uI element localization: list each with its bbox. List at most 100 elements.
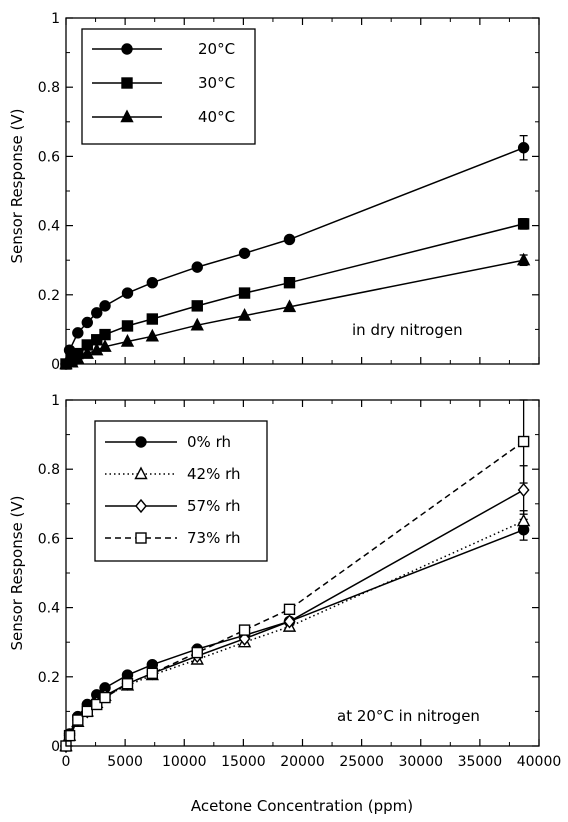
y-tick-label: 0.8 xyxy=(38,462,60,478)
annotation-20c-nitrogen: at 20°C in nitrogen xyxy=(337,707,480,725)
legend-marker-73-rh xyxy=(135,532,147,544)
data-point-20-c xyxy=(146,276,159,289)
legend: 0% rh 42% rh 57% rh 73% rh xyxy=(94,420,268,562)
data-point-30-c xyxy=(121,320,134,332)
series-40-c xyxy=(59,252,531,370)
legend-label: 42% rh xyxy=(187,465,241,483)
data-point-40-c xyxy=(237,308,252,321)
legend-label: 0% rh xyxy=(187,433,231,451)
legend-label: 57% rh xyxy=(187,497,241,515)
legend-label: 20°C xyxy=(198,40,235,58)
y-tick-label: 0.4 xyxy=(38,219,60,235)
y-tick-label: 0 xyxy=(51,357,60,373)
x-tick-label: 20000 xyxy=(280,754,325,770)
x-tick-label: 10000 xyxy=(162,754,207,770)
legend: 20°C 30°C 40°C xyxy=(81,28,256,145)
data-point-40-c xyxy=(145,328,159,342)
legend-marker-0-rh xyxy=(135,436,147,448)
series-line-42-rh xyxy=(65,520,524,747)
x-tick-label: 0 xyxy=(62,754,71,770)
data-point-40-c xyxy=(90,342,104,356)
y-axis-label: Sensor Response (V) xyxy=(8,496,26,651)
x-tick-label: 30000 xyxy=(398,754,443,770)
x-axis-label: Acetone Concentration (ppm) xyxy=(191,797,413,815)
legend-item-40-c: 40°C xyxy=(92,108,235,126)
legend-item-73-rh: 73% rh xyxy=(105,529,241,547)
data-point-30-c xyxy=(191,300,203,312)
y-tick-label: 0.8 xyxy=(38,80,60,96)
panel-dry-nitrogen: Sensor Response (V) in dry nitrogen 0 0.2… xyxy=(8,11,540,373)
y-tick-label: 0.6 xyxy=(38,149,60,165)
data-point-73-rh xyxy=(238,624,251,636)
data-point-57-rh xyxy=(283,614,296,629)
x-tick-label: 25000 xyxy=(339,754,384,770)
y-tick-label: 0.2 xyxy=(38,288,60,304)
x-tick-label: 5000 xyxy=(107,754,143,770)
data-point-20-c xyxy=(99,300,111,312)
data-point-40-c xyxy=(190,317,204,331)
legend-box xyxy=(94,420,268,562)
data-point-40-c xyxy=(80,346,94,359)
axis-ticks: 0 0.2 0.4 0.6 0.8 1 xyxy=(38,11,540,373)
y-tick-label: 0.2 xyxy=(38,670,60,686)
data-point-73-rh xyxy=(191,646,203,659)
data-point-30-c xyxy=(238,287,251,299)
data-point-20-c xyxy=(121,287,134,299)
data-point-73-rh xyxy=(81,705,93,718)
legend-item-42-rh: 42% rh xyxy=(105,465,241,483)
x-tick-label: 40000 xyxy=(517,754,562,770)
y-tick-label: 0.4 xyxy=(38,601,60,617)
data-point-40-c xyxy=(98,339,112,352)
annotation-dry-nitrogen: in dry nitrogen xyxy=(352,321,463,339)
x-tick-label: 15000 xyxy=(221,754,266,770)
data-point-73-rh xyxy=(63,729,76,742)
data-point-20-c xyxy=(238,247,251,259)
data-point-20-c xyxy=(72,327,84,339)
data-point-73-rh xyxy=(283,603,296,616)
legend-marker-42-rh xyxy=(134,466,148,480)
data-point-73-rh xyxy=(91,698,103,711)
y-axis-label: Sensor Response (V) xyxy=(8,109,26,264)
data-point-30-c xyxy=(283,276,296,289)
panel-humidity: Sensor Response (V) Acetone Concentratio… xyxy=(8,393,561,815)
y-tick-label: 0.6 xyxy=(38,531,60,547)
legend-marker-57-rh xyxy=(135,498,147,514)
data-point-30-c xyxy=(146,313,159,325)
legend-item-30-c: 30°C xyxy=(92,74,235,92)
legend-marker-20-c xyxy=(121,43,133,55)
data-point-42-rh xyxy=(516,513,531,527)
legend-box xyxy=(81,28,256,145)
data-point-40-c xyxy=(516,252,531,266)
y-tick-label: 0 xyxy=(51,739,60,755)
data-point-73-rh xyxy=(146,667,159,680)
data-point-20-c xyxy=(91,307,103,319)
legend-marker-30-c xyxy=(121,77,133,89)
legend-marker-40-c xyxy=(120,109,134,123)
data-point-30-c xyxy=(99,328,111,341)
data-point-40-c xyxy=(282,299,297,313)
series-line-30-c xyxy=(65,223,524,365)
plot-marks xyxy=(59,134,531,370)
legend-item-20-c: 20°C xyxy=(92,40,235,58)
data-point-40-c xyxy=(71,351,85,365)
x-tick-label: 35000 xyxy=(458,754,503,770)
legend-label: 73% rh xyxy=(187,529,241,547)
data-point-30-c xyxy=(517,218,530,230)
data-point-20-c xyxy=(81,316,93,329)
axis-ticks: 0 5000 10000 15000 20000 25000 30000 35000 40000… xyxy=(38,393,562,770)
legend-label: 40°C xyxy=(198,108,235,126)
data-point-73-rh xyxy=(121,678,134,690)
y-tick-label: 1 xyxy=(51,11,60,27)
data-point-20-c xyxy=(191,261,203,273)
data-point-57-rh xyxy=(517,482,530,498)
data-point-73-rh xyxy=(517,435,530,448)
legend-label: 30°C xyxy=(198,74,235,92)
legend-item-57-rh: 57% rh xyxy=(105,497,241,515)
data-point-20-c xyxy=(517,142,530,154)
data-point-73-rh xyxy=(72,714,84,726)
y-tick-label: 1 xyxy=(51,393,60,409)
legend-item-0-rh: 0% rh xyxy=(105,433,231,451)
data-point-73-rh xyxy=(99,691,111,704)
data-point-40-c xyxy=(120,334,135,347)
